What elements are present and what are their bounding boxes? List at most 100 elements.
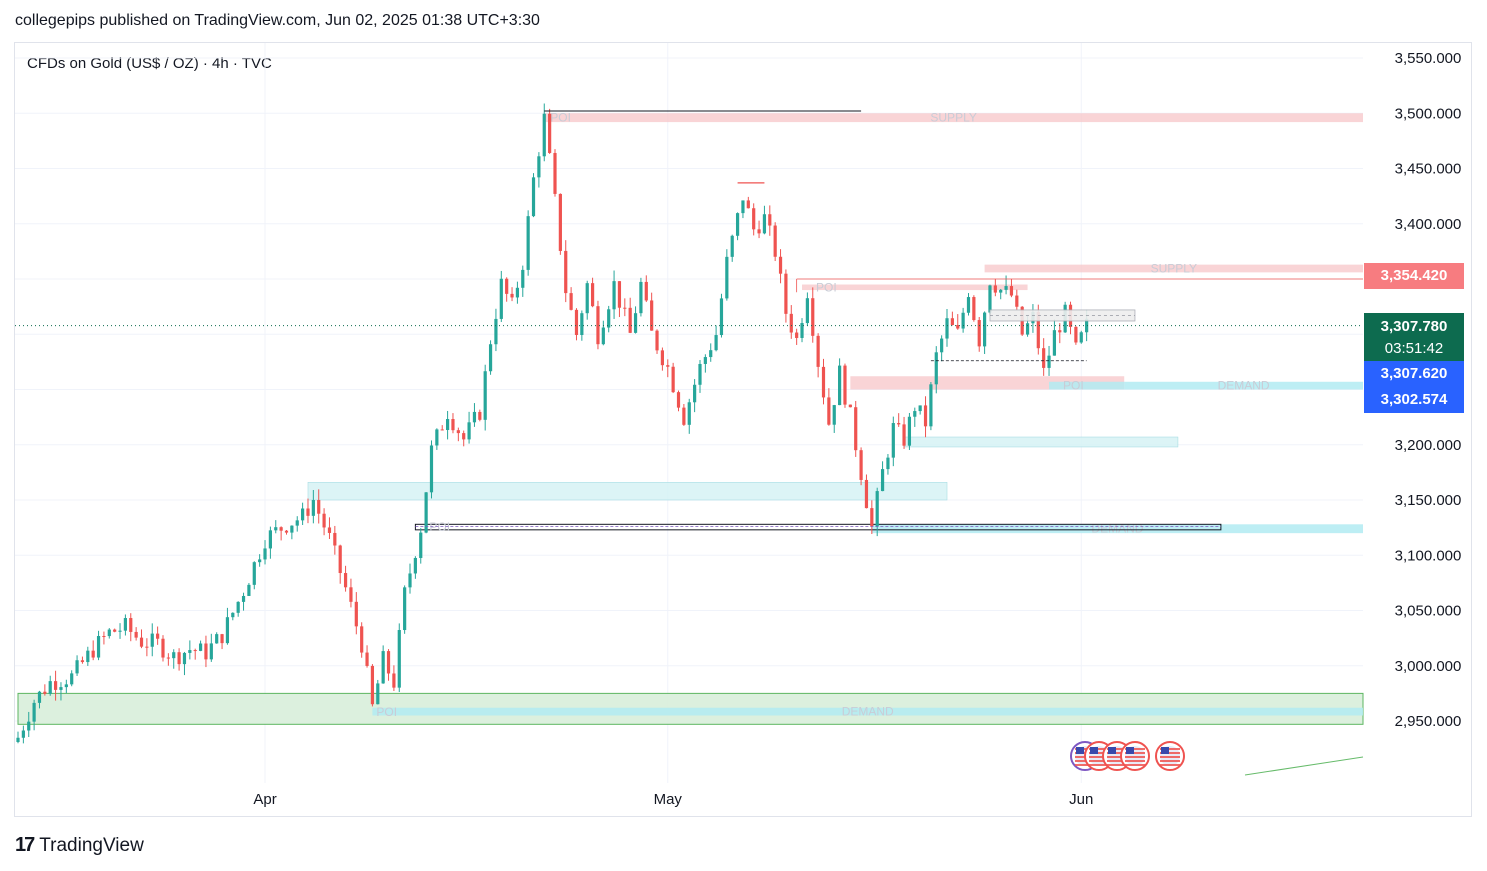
candle-body: [768, 214, 772, 226]
candle-body: [671, 366, 675, 393]
flag-stripe: [1125, 764, 1145, 766]
candle-body: [725, 256, 729, 299]
candle-body: [123, 618, 127, 631]
demand-zone: [372, 707, 1363, 716]
candle-body: [832, 405, 836, 425]
us-flag-event-icon[interactable]: [1155, 741, 1185, 771]
candle-body: [338, 545, 342, 574]
us-flag-event-icon[interactable]: [1120, 741, 1150, 771]
candle-body: [633, 313, 638, 333]
candle-body: [660, 350, 664, 366]
candles-layer: [16, 103, 1089, 744]
candle-body: [886, 457, 890, 470]
flag-stripe: [1160, 752, 1180, 754]
flag-canton: [1090, 747, 1098, 754]
candle-body: [182, 652, 187, 665]
candle-body: [1058, 330, 1062, 333]
candle-body: [784, 273, 788, 314]
candle-body: [730, 235, 734, 257]
candle-body: [96, 636, 101, 658]
candle-body: [1015, 295, 1019, 307]
candle-body: [558, 193, 562, 251]
supply-price-tag: 3,354.420: [1364, 263, 1464, 289]
zone-label: POI: [1063, 379, 1084, 393]
candle-body: [510, 293, 514, 298]
candle-body: [741, 200, 745, 214]
candle-body: [735, 213, 740, 236]
candle-body: [1042, 348, 1046, 368]
candle-body: [413, 557, 417, 574]
candle-body: [241, 595, 246, 602]
candle-body: [86, 650, 90, 663]
candle-body: [880, 469, 885, 492]
candle-body: [301, 508, 305, 521]
candle-body: [778, 256, 783, 274]
candle-body: [236, 601, 240, 613]
candle-body: [231, 612, 235, 618]
candle-body: [703, 357, 707, 364]
level-price-tag: 3,302.574: [1364, 387, 1464, 413]
candle-body: [53, 681, 58, 690]
candle-body: [564, 250, 568, 294]
candle-body: [21, 730, 25, 738]
candle-body: [462, 433, 466, 440]
zone-label: SUPPLY: [1151, 262, 1197, 276]
candle-body: [854, 407, 858, 451]
candle-body: [284, 530, 289, 533]
candle-body: [859, 450, 863, 480]
flag-canton: [1108, 747, 1116, 754]
candle-body: [1052, 330, 1057, 356]
candle-body: [134, 631, 138, 638]
candle-body: [220, 634, 224, 644]
candle-body: [1074, 326, 1078, 343]
candle-body: [709, 350, 713, 358]
candle-body: [805, 298, 809, 324]
flag-stripe: [1089, 756, 1109, 758]
chart-frame[interactable]: [14, 42, 1472, 817]
candle-body: [32, 702, 36, 722]
candle-body: [274, 527, 278, 531]
candle-body: [644, 281, 648, 301]
flag-stripe: [1125, 756, 1145, 758]
tradingview-brand[interactable]: 17 TradingView: [15, 834, 144, 857]
candle-body: [429, 445, 434, 493]
candle-body: [929, 384, 933, 427]
x-tick-label: Jun: [1069, 791, 1093, 808]
candle-body: [1009, 286, 1014, 296]
candle-body: [913, 411, 917, 417]
y-tick-label: 3,400.000: [1395, 216, 1462, 233]
zone-label: DEMAND: [1218, 379, 1270, 393]
candle-body: [977, 320, 981, 347]
candle-body: [424, 492, 428, 533]
candle-body: [966, 297, 971, 313]
demand-zone: [871, 524, 1363, 534]
flag-stripe: [1075, 764, 1095, 766]
candle-body: [360, 626, 364, 653]
candle-body: [392, 673, 396, 688]
brand-name: TradingView: [39, 834, 144, 856]
candle-body: [526, 216, 530, 270]
zone-label: DEMAND: [842, 705, 894, 719]
candle-body: [1025, 323, 1030, 335]
symbol-title[interactable]: CFDs on Gold (US$ / OZ) · 4h · TVC: [27, 55, 272, 72]
candle-body: [16, 737, 20, 742]
flag-stripe: [1125, 752, 1145, 754]
y-tick-label: 3,550.000: [1395, 50, 1462, 67]
candle-body: [999, 289, 1003, 293]
candle-body: [1079, 332, 1083, 343]
candle-body: [177, 652, 181, 665]
candle-body: [714, 335, 718, 351]
candle-body: [542, 113, 546, 157]
candle-body: [322, 513, 326, 528]
candle-body: [800, 323, 804, 338]
candle-body: [864, 479, 869, 509]
candle-body: [972, 297, 976, 321]
candle-body: [435, 429, 439, 446]
candle-body: [537, 156, 541, 178]
demand-zone: [1124, 381, 1363, 390]
candle-body: [118, 630, 122, 632]
candle-body: [37, 691, 42, 703]
bar-countdown: 03:51:42: [1384, 340, 1444, 357]
candle-body: [376, 683, 380, 705]
